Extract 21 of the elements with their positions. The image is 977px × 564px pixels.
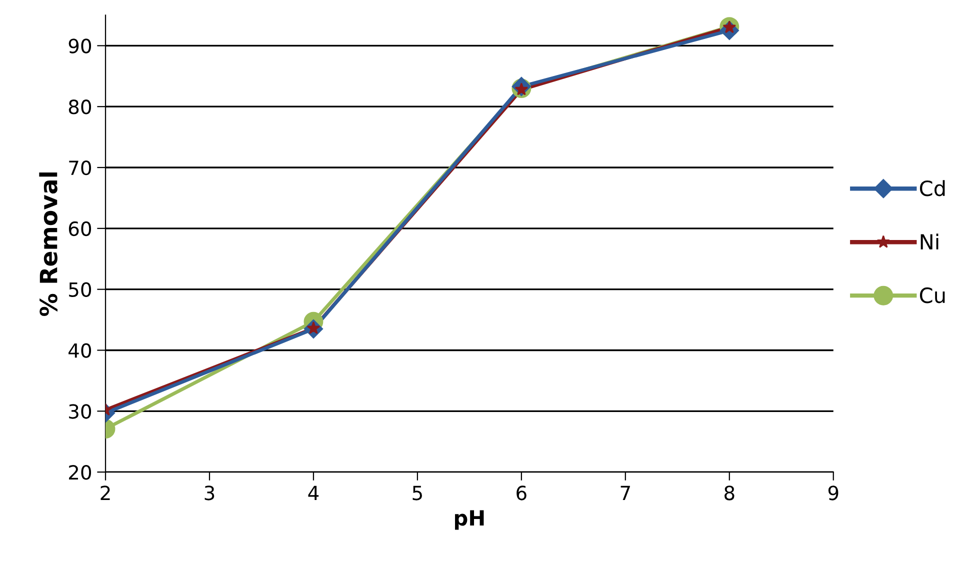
legend-label: Cd [920, 180, 945, 196]
x-tick-label: 2 [100, 486, 110, 500]
x-tick-label: 4 [308, 486, 319, 500]
y-tick-label: 80 [68, 100, 92, 114]
x-tick-label: 8 [724, 486, 734, 500]
y-tick-label: 20 [69, 465, 92, 480]
x-tick-label: 3 [204, 486, 214, 500]
y-tick-label: 30 [69, 404, 92, 419]
x-axis-title: pH [455, 510, 484, 530]
y-tick-label: 40 [68, 343, 92, 358]
x-tick-label: 6 [516, 486, 526, 500]
y-tick-label: 90 [68, 38, 92, 54]
y-tick-label: 60 [68, 221, 92, 236]
y-tick-label: 50 [69, 282, 92, 297]
x-tick-label: 5 [412, 486, 422, 500]
legend-label: Cu [920, 287, 945, 304]
y-axis-title: % Removal [39, 172, 58, 316]
x-tick-label: 7 [620, 486, 630, 500]
legend-label: Ni [920, 234, 938, 250]
y-tick-label: 70 [69, 160, 92, 176]
x-tick-label: 9 [828, 486, 838, 500]
